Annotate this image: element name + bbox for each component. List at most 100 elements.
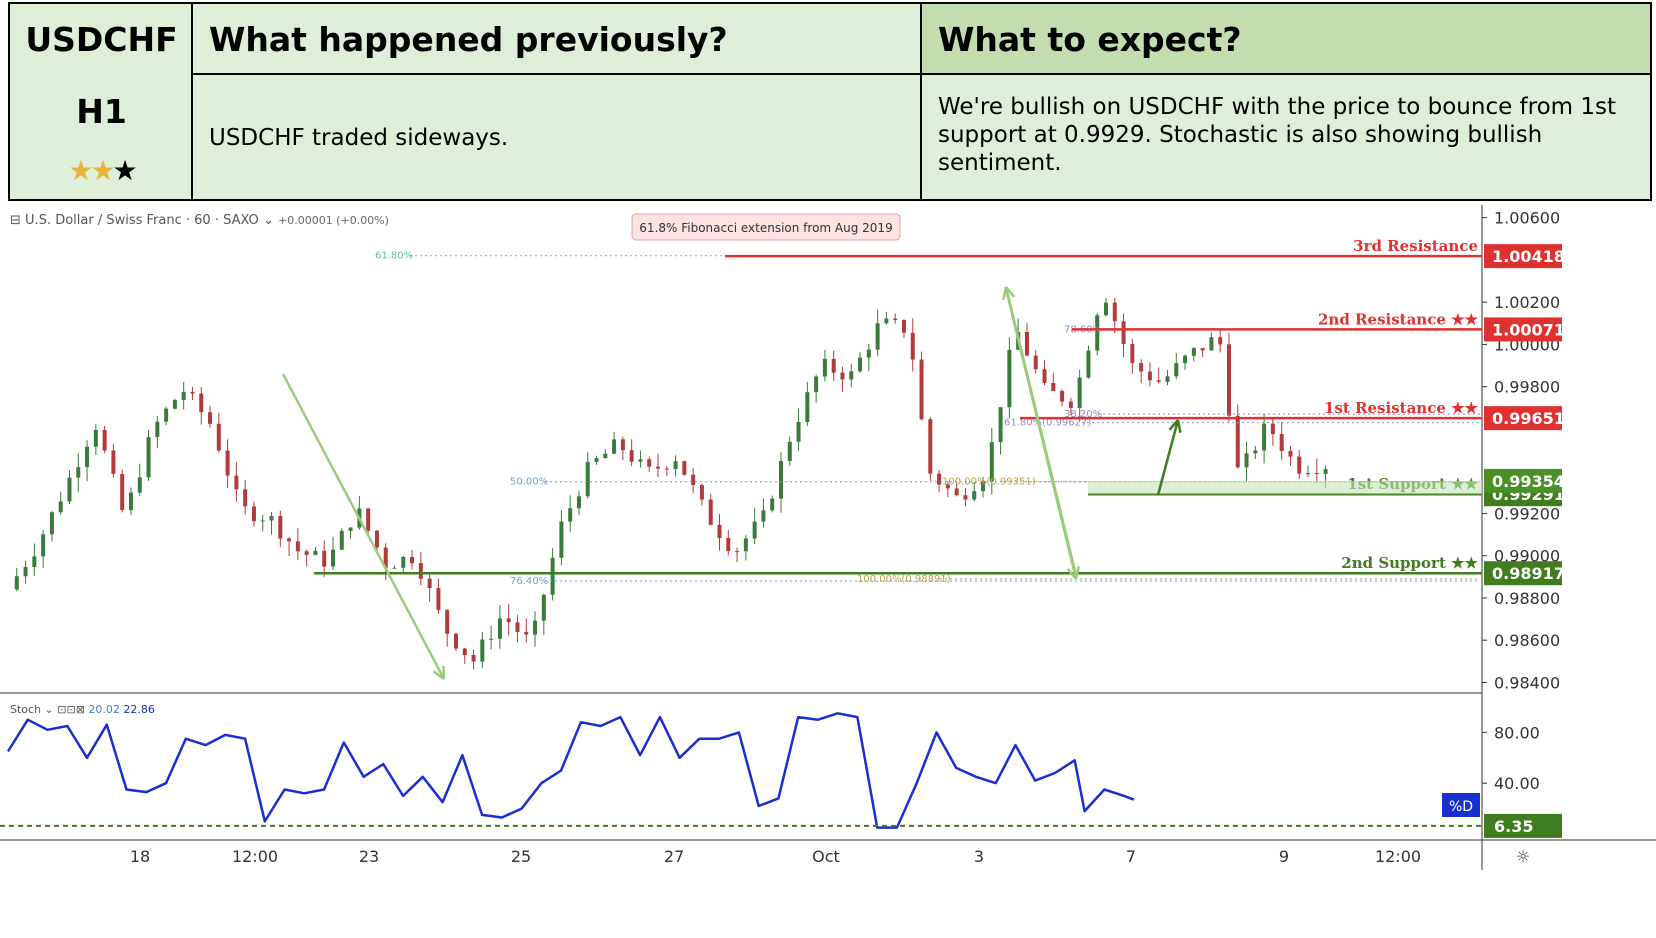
candle-body	[181, 391, 186, 400]
timeframe-label: H1	[76, 92, 127, 131]
candle-body	[568, 508, 573, 522]
x-tick-label: 12:00	[232, 847, 278, 866]
star-filled-icon: ★	[90, 154, 115, 187]
candle-body	[190, 391, 195, 394]
candle-body	[1139, 362, 1144, 372]
candle-body	[541, 594, 546, 621]
candle-body	[1306, 473, 1311, 475]
candle-body	[1279, 434, 1284, 451]
fib-level-label: 61.80%(0.99627)	[1004, 418, 1091, 429]
candle-body	[1077, 377, 1082, 408]
fib-level-label: 50.00%	[510, 477, 548, 488]
previous-title: What happened previously?	[209, 20, 728, 59]
fib-arrow-head	[1005, 286, 1016, 298]
candle-body	[682, 461, 687, 475]
stoch-legend: Stoch ⌄ ⊡⊡⊠ 20.02 22.86	[10, 703, 155, 716]
indicator-settings-icon[interactable]: ⊡⊡⊠	[57, 703, 85, 716]
candle-body	[436, 588, 441, 611]
candle-body	[778, 461, 783, 499]
stoch-k-value: 20.02	[88, 703, 120, 716]
candle-body	[1218, 337, 1223, 345]
candle-body	[1086, 350, 1091, 378]
bullish-arrow-head	[1176, 419, 1182, 434]
candle-body	[374, 530, 379, 548]
candle-body	[585, 461, 590, 497]
previous-body-cell: USDCHF traded sideways.	[193, 75, 922, 199]
candle-body	[58, 501, 63, 513]
candle-body	[603, 453, 608, 459]
candle-body	[770, 498, 775, 511]
candle-body	[1104, 302, 1108, 316]
candle-body	[761, 510, 766, 522]
candle-body	[866, 349, 871, 358]
candle-body	[822, 358, 827, 377]
chart-symbol-label: U.S. Dollar / Swiss Franc · 60 · SAXO	[25, 213, 259, 228]
candle-body	[1253, 450, 1258, 454]
candle-body	[1314, 473, 1319, 475]
chart-canvas[interactable]: 1.006001.002001.000000.998000.992000.990…	[0, 205, 1656, 938]
candle-body	[1068, 401, 1073, 408]
candle-body	[418, 563, 423, 579]
y-tick-label: 0.99200	[1494, 504, 1560, 523]
candle-body	[1033, 355, 1038, 370]
previous-header-cell: What happened previously?	[193, 4, 922, 75]
stoch-badge-label: %D	[1449, 799, 1473, 815]
candle-body	[453, 633, 458, 649]
candle-body	[620, 439, 625, 451]
candle-body	[743, 538, 748, 552]
candle-body	[524, 631, 529, 635]
expect-header-cell: What to expect?	[922, 4, 1650, 75]
candle-body	[128, 492, 133, 511]
dropdown-icon[interactable]: ⌄	[44, 703, 54, 716]
candle-body	[673, 461, 678, 470]
candle-body	[656, 466, 661, 469]
candle-body	[216, 423, 221, 451]
candle-body	[796, 422, 801, 442]
candle-body	[427, 578, 432, 589]
candle-body	[717, 524, 722, 538]
fib-arrow	[281, 373, 446, 680]
candle-body	[629, 450, 634, 462]
candle-body	[102, 429, 107, 451]
candle-body	[120, 473, 125, 511]
candle-body	[76, 467, 81, 478]
dropdown-icon[interactable]: ⌄	[262, 213, 274, 228]
candle-body	[234, 475, 239, 490]
y-tick-label: 0.99000	[1494, 547, 1560, 566]
candle-body	[664, 468, 669, 470]
fib-level-label: 61.80%	[375, 251, 413, 262]
candle-body	[1051, 383, 1056, 391]
previous-text: USDCHF traded sideways.	[209, 125, 509, 151]
x-tick-label: 25	[511, 847, 531, 866]
fib-level-label: 100.00%(0.99351)	[942, 477, 1036, 488]
stoch-label[interactable]: Stoch	[10, 703, 42, 716]
candle-body	[1121, 321, 1126, 344]
candle-body	[805, 392, 810, 423]
candle-body	[1165, 376, 1170, 382]
candle-body	[559, 521, 564, 558]
candle-body	[462, 648, 467, 656]
candle-body	[594, 458, 599, 462]
stoch-y-tick-label: 40.00	[1494, 774, 1540, 793]
candle-body	[638, 459, 643, 462]
candle-body	[726, 537, 731, 552]
candle-body	[41, 534, 46, 557]
candle-body	[831, 358, 836, 373]
fib-arrow-head	[1066, 568, 1077, 580]
candle-body	[1156, 380, 1161, 382]
star-icon: ★	[112, 154, 138, 187]
candle-body	[691, 474, 696, 486]
candle-body	[1183, 355, 1188, 364]
price-chart[interactable]: 1.00600 1.00200 1.00000 0.99800 0.99200 0.990…	[0, 205, 1656, 938]
candle-body	[884, 318, 889, 324]
candle-body	[260, 520, 265, 522]
level-name: 1st Resistance ★★	[1324, 399, 1479, 417]
candle-body	[471, 655, 476, 662]
candle-body	[1270, 423, 1275, 435]
candle-body	[875, 323, 880, 350]
collapse-icon[interactable]: ⊟	[10, 213, 21, 228]
x-tick-label: 18	[130, 847, 150, 866]
fib-arrow-head	[1074, 566, 1080, 580]
candle-body	[339, 530, 344, 550]
candle-body	[278, 515, 283, 539]
